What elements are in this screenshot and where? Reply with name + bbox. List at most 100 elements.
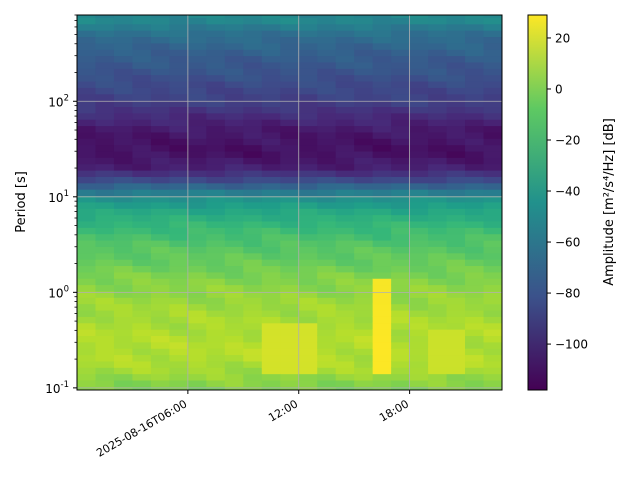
heatmap-cell <box>95 360 115 368</box>
heatmap-cell <box>224 316 244 324</box>
heatmap-cell <box>354 195 374 203</box>
heatmap-cell <box>502 195 521 202</box>
heatmap-cell <box>95 106 115 114</box>
heatmap-cell <box>446 157 466 165</box>
heatmap-cell <box>391 36 411 44</box>
heatmap-cell <box>77 106 97 114</box>
heatmap-cell <box>483 189 502 197</box>
heatmap-cell <box>261 182 281 190</box>
heatmap-cell <box>169 61 189 69</box>
heatmap-cell <box>132 100 152 107</box>
heatmap-cell <box>77 329 97 336</box>
heatmap-cell <box>446 284 466 292</box>
heatmap-cell <box>446 214 466 222</box>
heatmap-cell <box>77 36 97 44</box>
heatmap-cell <box>372 290 392 298</box>
heatmap-cell <box>261 189 281 197</box>
heatmap-cell <box>113 297 134 305</box>
heatmap-cell <box>243 150 263 158</box>
heatmap-cell <box>187 208 207 216</box>
heatmap-cell <box>224 112 244 120</box>
heatmap-cell <box>261 367 281 375</box>
heatmap-cell <box>95 214 115 222</box>
heatmap-cell <box>95 195 115 203</box>
heatmap-cell <box>224 214 244 222</box>
heatmap-cell <box>77 373 97 381</box>
heatmap-cell <box>446 246 466 254</box>
heatmap-cell <box>317 322 337 330</box>
heatmap-cell <box>335 87 355 95</box>
heatmap-cell <box>317 284 337 292</box>
heatmap-cell <box>132 239 152 247</box>
heatmap-cell <box>261 208 281 216</box>
heatmap-cell <box>261 322 281 330</box>
heatmap-cell <box>335 220 355 228</box>
heatmap-cell <box>483 341 502 349</box>
heatmap-cell <box>206 379 226 387</box>
heatmap-cell <box>169 189 189 197</box>
heatmap-cell <box>483 131 502 139</box>
heatmap-cell <box>317 201 337 209</box>
heatmap-cell <box>317 23 337 31</box>
heatmap-cell <box>113 182 134 190</box>
heatmap-cell <box>317 42 337 50</box>
heatmap-cell <box>391 157 411 165</box>
heatmap-cell <box>335 176 355 184</box>
heatmap-cell <box>261 297 281 305</box>
heatmap-cell <box>391 329 411 336</box>
heatmap-cell <box>206 335 226 343</box>
heatmap-cell <box>502 259 521 266</box>
heatmap-cell <box>150 265 170 273</box>
heatmap-cell <box>132 80 152 88</box>
heatmap-cell <box>169 233 189 241</box>
heatmap-cell <box>354 36 374 44</box>
heatmap-cell <box>354 348 374 356</box>
heatmap-cell <box>243 119 263 127</box>
heatmap-cell <box>206 208 226 216</box>
heatmap-cell <box>409 138 429 146</box>
heatmap-cell <box>298 379 318 387</box>
heatmap-cell <box>483 354 502 362</box>
heatmap-cell <box>132 176 152 184</box>
heatmap-cell <box>428 49 448 57</box>
heatmap-cell <box>243 93 263 101</box>
heatmap-cell <box>224 182 244 190</box>
heatmap-cell <box>206 42 226 50</box>
heatmap-cell <box>169 373 189 381</box>
heatmap-cell <box>354 170 374 177</box>
heatmap-cell <box>409 284 429 292</box>
heatmap-cell <box>391 100 411 107</box>
heatmap-cell <box>280 131 300 139</box>
heatmap-cell <box>409 93 429 101</box>
colorbar <box>527 14 548 391</box>
heatmap-cell <box>372 150 392 158</box>
heatmap-cell <box>354 379 374 387</box>
heatmap-cell <box>206 303 226 311</box>
heatmap-cell <box>132 119 152 127</box>
heatmap-cell <box>132 290 152 298</box>
heatmap-cell <box>465 80 485 88</box>
heatmap-cell <box>132 49 152 57</box>
heatmap-cell <box>95 271 115 279</box>
heatmap-cell <box>298 316 318 324</box>
heatmap-cell <box>428 176 448 184</box>
heatmap-cell <box>354 49 374 57</box>
heatmap-cell <box>206 170 226 177</box>
heatmap-cell <box>446 30 466 38</box>
heatmap-cell <box>77 233 97 241</box>
heatmap-cell <box>224 106 244 114</box>
heatmap-cell <box>298 297 318 305</box>
heatmap-cell <box>280 322 300 330</box>
heatmap-cell <box>113 176 134 184</box>
heatmap-cell <box>77 93 97 101</box>
heatmap-cell <box>465 233 485 241</box>
heatmap-cell <box>372 93 392 101</box>
heatmap-cell <box>206 80 226 88</box>
heatmap-cell <box>335 348 355 356</box>
heatmap-cell <box>113 61 134 69</box>
heatmap-cell <box>113 284 134 292</box>
heatmap-cell <box>483 252 502 260</box>
heatmap-cell <box>77 30 97 38</box>
heatmap-cell <box>113 271 134 279</box>
heatmap-cell <box>95 36 115 44</box>
